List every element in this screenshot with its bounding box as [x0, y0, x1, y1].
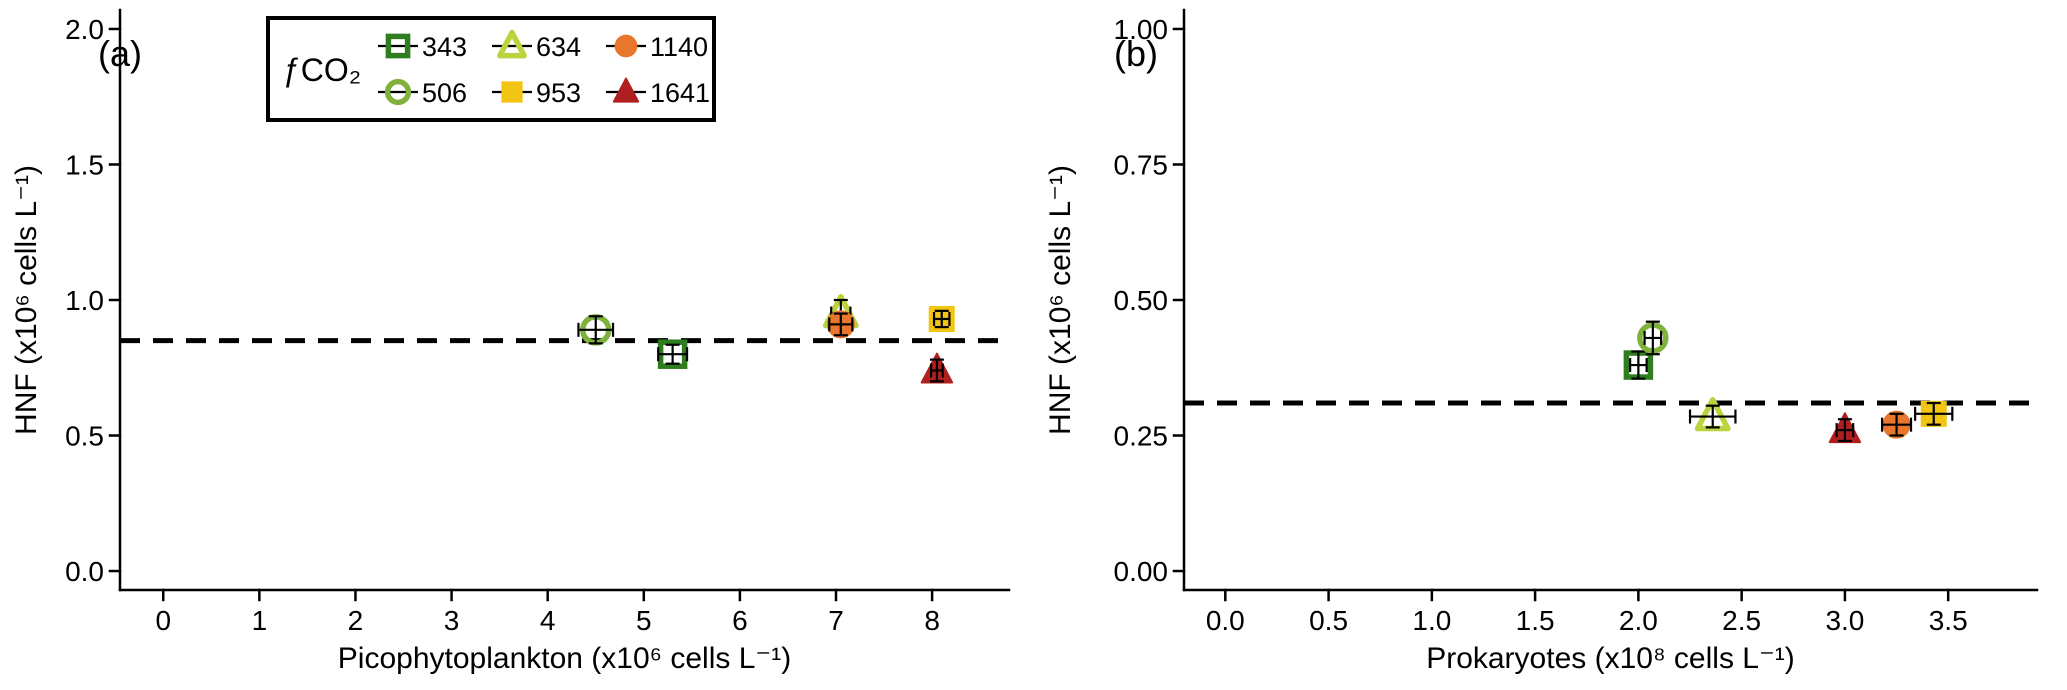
- legend-label-1140: 1140: [650, 32, 708, 62]
- marker-square-343: [385, 33, 411, 59]
- series-1641: [1828, 412, 1862, 444]
- y-tick-label: 1.00: [1114, 14, 1169, 45]
- x-tick-label: 5: [636, 605, 652, 636]
- y-tick-label: 1.0: [65, 285, 104, 316]
- y-tick-label: 1.5: [65, 149, 104, 180]
- panel-label: (b): [1114, 33, 1158, 74]
- x-tick-label: 0: [155, 605, 171, 636]
- y-axis-title: HNF (x10⁶ cells L⁻¹): [1044, 165, 1077, 435]
- y-tick-label: 0.00: [1114, 556, 1169, 587]
- marker-triangle-634: [497, 29, 527, 59]
- x-tick-label: 1.5: [1516, 605, 1555, 636]
- series-506: [1637, 320, 1669, 356]
- legend-label-953: 953: [536, 78, 581, 108]
- y-tick-label: 0.0: [65, 556, 104, 587]
- x-tick-label: 3: [444, 605, 460, 636]
- y-tick-label: 0.75: [1114, 149, 1169, 180]
- x-tick-label: 0.5: [1309, 605, 1348, 636]
- series-506: [577, 314, 615, 346]
- x-tick-label: 1.0: [1412, 605, 1451, 636]
- legend-box: [266, 16, 716, 122]
- panel-label: (a): [98, 33, 142, 74]
- x-tick-label: 7: [828, 605, 844, 636]
- chart-panel(a): 0 1 2 3 4 5 6 7 8 0.0 0.5 1.0 1.5 2.0 Picophytoplankto…: [10, 8, 1011, 675]
- legend-label-343: 343: [422, 32, 467, 62]
- x-axis-title: Picophytoplankton (x10⁶ cells L⁻¹): [338, 642, 791, 675]
- series-953: [1914, 400, 1954, 427]
- marker-square-953: [501, 81, 523, 103]
- x-tick-label: 6: [732, 605, 748, 636]
- y-tick-label: 0.25: [1114, 421, 1169, 452]
- legend-title: ƒCO₂: [283, 52, 361, 88]
- series-343: [1623, 350, 1654, 380]
- marker-circle-506: [384, 78, 412, 106]
- legend-label-506: 506: [422, 78, 467, 108]
- y-tick-label: 0.50: [1114, 285, 1169, 316]
- x-tick-label: 4: [540, 605, 556, 636]
- series-953: [928, 305, 955, 332]
- series-634: [1688, 396, 1737, 432]
- x-tick-label: 2.0: [1619, 605, 1658, 636]
- series-1140: [1880, 410, 1913, 439]
- x-tick-label: 3.0: [1825, 605, 1864, 636]
- legend-label-1641: 1641: [650, 78, 710, 108]
- series-343: [657, 339, 689, 369]
- marker-triangle-634: [1694, 396, 1731, 432]
- chart-panel(b): 0.0 0.5 1.0 1.5 2.0 2.5 3.0 3.5 0.00 0.25 0.50 0.75…: [1044, 8, 2039, 675]
- panel-a: 0 1 2 3 4 5 6 7 8 0.0 0.5 1.0 1.5 2.0 Picophytoplankto…: [10, 8, 1011, 675]
- x-tick-label: 2.5: [1722, 605, 1761, 636]
- y-tick-label: 0.5: [65, 421, 104, 452]
- y-tick-label: 2.0: [65, 14, 104, 45]
- legend-label-634: 634: [536, 32, 581, 62]
- x-tick-label: 0.0: [1206, 605, 1245, 636]
- x-tick-label: 1: [252, 605, 268, 636]
- x-tick-label: 3.5: [1929, 605, 1968, 636]
- marker-circle-1140: [614, 34, 638, 58]
- series-1140: [826, 310, 855, 339]
- panel-b: 0.0 0.5 1.0 1.5 2.0 2.5 3.0 3.5 0.00 0.25 0.50 0.75…: [1034, 0, 2067, 690]
- x-tick-label: 8: [924, 605, 940, 636]
- x-tick-label: 2: [348, 605, 364, 636]
- series-1641: [920, 352, 954, 384]
- x-axis-title: Prokaryotes (x10⁸ cells L⁻¹): [1426, 642, 1795, 675]
- marker-triangle-1641: [612, 77, 640, 103]
- legend: ƒCO₂ 343 506 634 953 1140 1641: [266, 16, 716, 122]
- y-axis-title: HNF (x10⁶ cells L⁻¹): [10, 165, 43, 435]
